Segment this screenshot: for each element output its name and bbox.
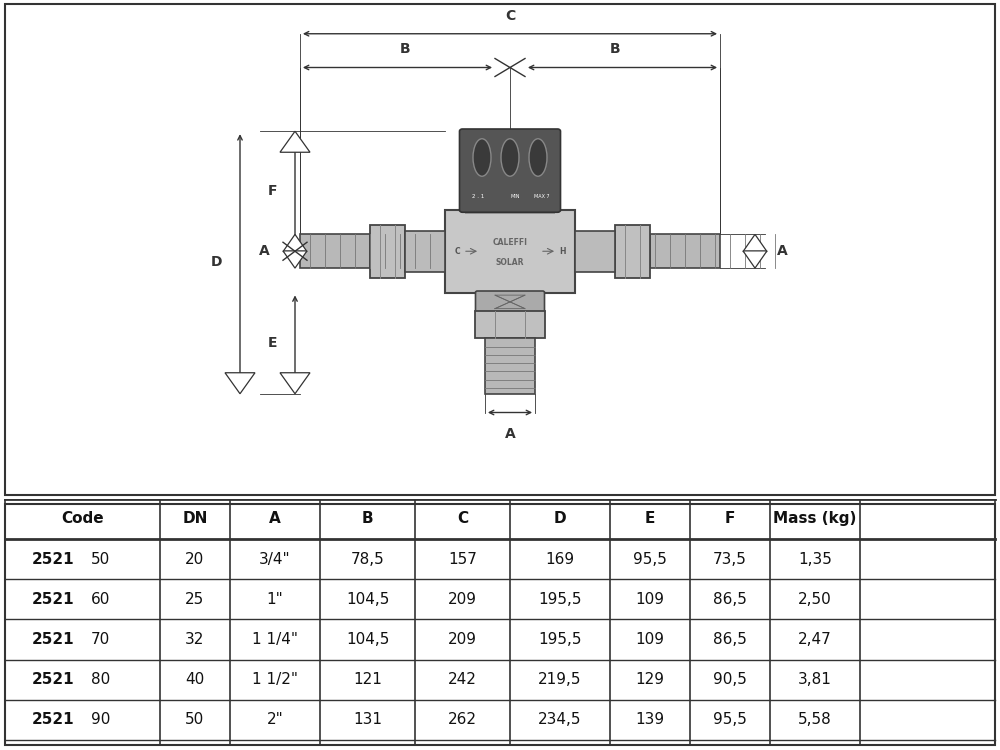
Polygon shape (283, 234, 307, 251)
Text: 157: 157 (448, 551, 477, 566)
Text: 40: 40 (185, 672, 205, 687)
Text: 78,5: 78,5 (351, 551, 384, 566)
Text: C: C (454, 247, 460, 256)
Text: A: A (777, 244, 788, 258)
Text: SOLAR: SOLAR (496, 258, 524, 267)
Text: 86,5: 86,5 (713, 592, 747, 607)
FancyBboxPatch shape (475, 311, 545, 338)
Text: 1 1/4": 1 1/4" (252, 632, 298, 647)
Polygon shape (743, 251, 767, 268)
Text: 109: 109 (636, 632, 664, 647)
Polygon shape (225, 373, 255, 394)
Text: D: D (554, 512, 566, 526)
Text: 209: 209 (448, 592, 477, 607)
Text: 95,5: 95,5 (633, 551, 667, 566)
Bar (485, 338, 535, 394)
Text: 73,5: 73,5 (713, 551, 747, 566)
Text: C: C (457, 512, 468, 526)
Bar (650, 234, 720, 268)
Text: 2 . 1: 2 . 1 (472, 194, 484, 199)
FancyBboxPatch shape (615, 225, 650, 278)
Text: 70: 70 (90, 632, 110, 647)
Text: 109: 109 (636, 592, 664, 607)
Text: H: H (560, 247, 566, 256)
Bar (445, 210, 575, 292)
Polygon shape (283, 251, 307, 268)
Text: 234,5: 234,5 (538, 712, 582, 728)
Text: A: A (269, 512, 281, 526)
Text: Mass (kg): Mass (kg) (773, 512, 857, 526)
Text: 2521: 2521 (32, 712, 74, 728)
Text: A: A (259, 244, 270, 258)
Text: 242: 242 (448, 672, 477, 687)
FancyBboxPatch shape (460, 129, 560, 212)
Text: 25: 25 (185, 592, 205, 607)
Text: CALEFFI: CALEFFI (492, 238, 528, 247)
Text: 5,58: 5,58 (798, 712, 832, 728)
Text: 3/4": 3/4" (259, 551, 291, 566)
Text: 2": 2" (267, 712, 283, 728)
Text: 2521: 2521 (32, 592, 74, 607)
Text: MAX 7: MAX 7 (534, 194, 550, 199)
Text: 2521: 2521 (32, 672, 74, 687)
FancyBboxPatch shape (476, 291, 544, 313)
Text: 3,81: 3,81 (798, 672, 832, 687)
Text: 50: 50 (90, 551, 110, 566)
Bar (465, 202, 555, 214)
Text: 1 1/2": 1 1/2" (252, 672, 298, 687)
Text: B: B (362, 512, 373, 526)
Text: B: B (400, 42, 410, 56)
Text: 131: 131 (353, 712, 382, 728)
Text: 139: 139 (635, 712, 665, 728)
Text: 129: 129 (636, 672, 664, 687)
FancyBboxPatch shape (370, 225, 405, 278)
Text: 195,5: 195,5 (538, 632, 582, 647)
Text: 104,5: 104,5 (346, 592, 389, 607)
Text: 1,35: 1,35 (798, 551, 832, 566)
Text: 2521: 2521 (32, 551, 74, 566)
Ellipse shape (529, 139, 547, 176)
Text: 121: 121 (353, 672, 382, 687)
Text: 262: 262 (448, 712, 477, 728)
Text: 2521: 2521 (32, 632, 74, 647)
Text: MIN: MIN (510, 194, 520, 199)
Text: 90,5: 90,5 (713, 672, 747, 687)
Text: 80: 80 (90, 672, 110, 687)
Text: D: D (210, 256, 222, 269)
Text: E: E (645, 512, 655, 526)
Text: 2,47: 2,47 (798, 632, 832, 647)
Bar (300, 234, 370, 268)
Text: E: E (268, 336, 277, 350)
Text: 1": 1" (267, 592, 283, 607)
FancyBboxPatch shape (575, 231, 615, 272)
Text: 169: 169 (545, 551, 575, 566)
Text: 32: 32 (185, 632, 205, 647)
Text: 2,50: 2,50 (798, 592, 832, 607)
Text: 86,5: 86,5 (713, 632, 747, 647)
Text: 209: 209 (448, 632, 477, 647)
Text: 104,5: 104,5 (346, 632, 389, 647)
Ellipse shape (501, 139, 519, 176)
Text: 195,5: 195,5 (538, 592, 582, 607)
Text: C: C (505, 8, 515, 22)
Ellipse shape (473, 139, 491, 176)
Text: F: F (268, 184, 277, 198)
Polygon shape (743, 234, 767, 251)
Text: 219,5: 219,5 (538, 672, 582, 687)
Polygon shape (280, 131, 310, 152)
Text: A: A (505, 427, 515, 442)
Text: DN: DN (182, 512, 208, 526)
Polygon shape (280, 373, 310, 394)
Text: 20: 20 (185, 551, 205, 566)
FancyBboxPatch shape (405, 231, 445, 272)
Text: 90: 90 (90, 712, 110, 728)
Text: 95,5: 95,5 (713, 712, 747, 728)
Text: 50: 50 (185, 712, 205, 728)
Text: Code: Code (61, 512, 104, 526)
Text: B: B (610, 42, 620, 56)
Text: 60: 60 (90, 592, 110, 607)
Text: F: F (725, 512, 735, 526)
